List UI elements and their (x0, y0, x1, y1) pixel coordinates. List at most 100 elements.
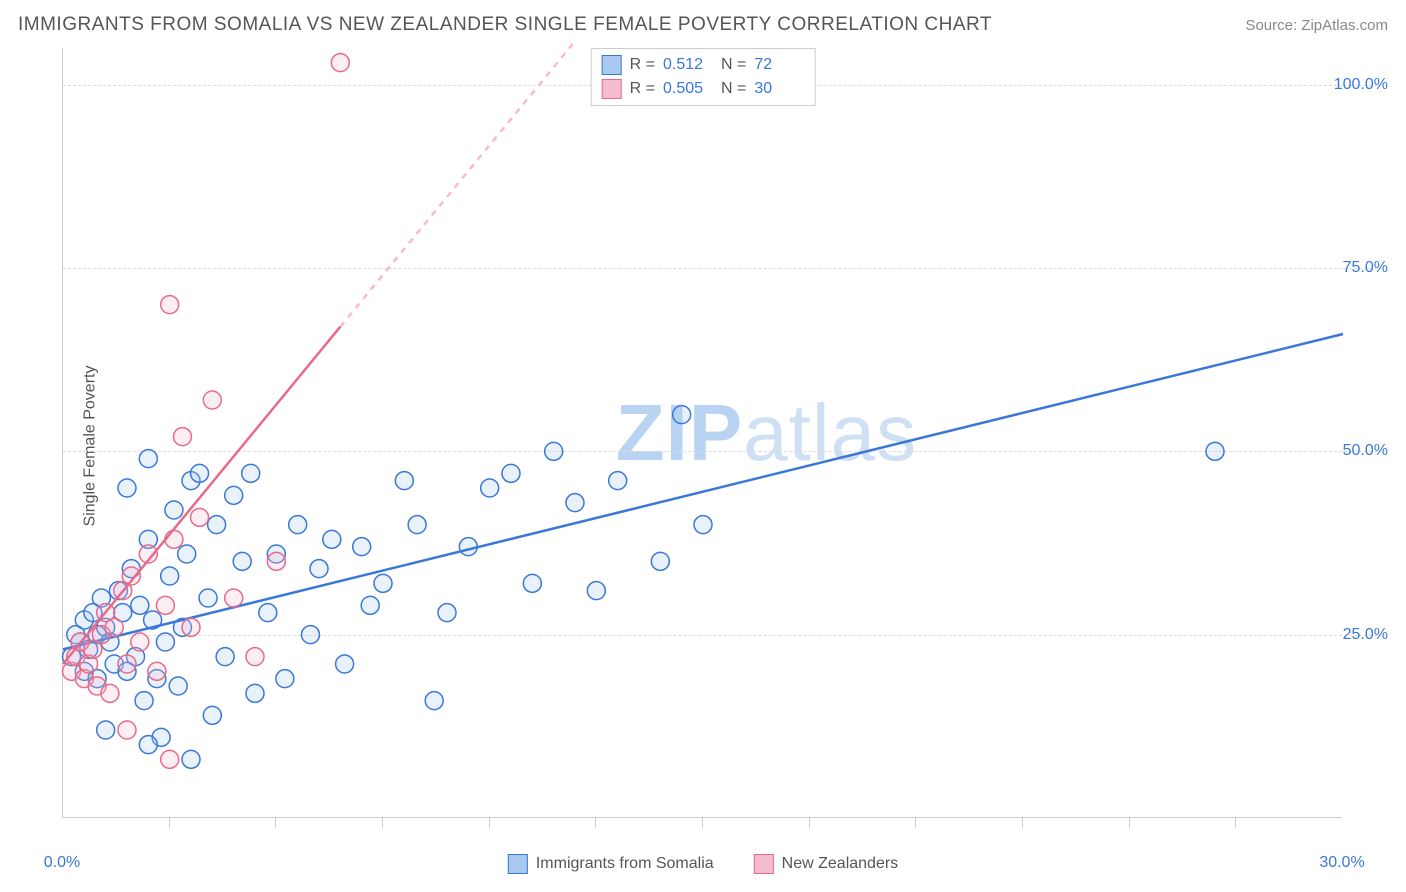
r-label: R = (630, 80, 655, 98)
series-legend: Immigrants from Somalia New Zealanders (508, 854, 898, 874)
n-label: N = (721, 80, 746, 98)
scatter-point (408, 516, 426, 534)
trend-line-dashed (340, 41, 575, 326)
series-legend-item: New Zealanders (754, 854, 899, 874)
scatter-point (259, 604, 277, 622)
title-bar: IMMIGRANTS FROM SOMALIA VS NEW ZEALANDER… (18, 14, 1388, 36)
scatter-point (165, 530, 183, 548)
scatter-point (216, 648, 234, 666)
legend-swatch (508, 854, 528, 874)
r-value: 0.505 (663, 80, 713, 98)
x-tick (1235, 818, 1236, 828)
scatter-point (587, 582, 605, 600)
scatter-point (131, 596, 149, 614)
source-label: Source: ZipAtlas.com (1245, 17, 1388, 34)
scatter-point (331, 54, 349, 72)
scatter-point (438, 604, 456, 622)
scatter-point (161, 567, 179, 585)
scatter-point (182, 750, 200, 768)
scatter-point (336, 655, 354, 673)
scatter-point (523, 574, 541, 592)
scatter-point (118, 655, 136, 673)
n-value: 30 (754, 80, 804, 98)
scatter-point (267, 552, 285, 570)
scatter-point (208, 516, 226, 534)
scatter-point (118, 721, 136, 739)
legend-row: R = 0.505 N = 30 (602, 77, 805, 101)
scatter-point (199, 589, 217, 607)
series-legend-item: Immigrants from Somalia (508, 854, 714, 874)
series-name: Immigrants from Somalia (536, 855, 714, 873)
legend-swatch (602, 55, 622, 75)
y-tick-label: 75.0% (1343, 259, 1388, 277)
scatter-point (481, 479, 499, 497)
x-tick (275, 818, 276, 828)
scatter-point (361, 596, 379, 614)
legend-swatch (602, 79, 622, 99)
scatter-point (161, 296, 179, 314)
scatter-point (191, 464, 209, 482)
x-tick-label: 0.0% (44, 854, 80, 872)
scatter-point (148, 662, 166, 680)
scatter-point (182, 618, 200, 636)
scatter-point (169, 677, 187, 695)
x-tick (489, 818, 490, 828)
scatter-point (323, 530, 341, 548)
scatter-point (139, 450, 157, 468)
x-tick (1129, 818, 1130, 828)
scatter-point (545, 442, 563, 460)
scatter-point (566, 494, 584, 512)
plot-area: ZIPatlas (62, 48, 1342, 818)
scatter-point (353, 538, 371, 556)
r-value: 0.512 (663, 56, 713, 74)
n-label: N = (721, 56, 746, 74)
scatter-point (203, 391, 221, 409)
scatter-point (425, 692, 443, 710)
x-tick (809, 818, 810, 828)
scatter-point (118, 479, 136, 497)
scatter-point (651, 552, 669, 570)
scatter-point (246, 648, 264, 666)
scatter-point (131, 633, 149, 651)
scatter-point (609, 472, 627, 490)
trend-line (63, 327, 340, 664)
y-tick-label: 25.0% (1343, 626, 1388, 644)
series-name: New Zealanders (782, 855, 899, 873)
scatter-point (97, 721, 115, 739)
scatter-point (173, 428, 191, 446)
chart-title: IMMIGRANTS FROM SOMALIA VS NEW ZEALANDER… (18, 14, 992, 36)
scatter-point (191, 508, 209, 526)
x-tick (915, 818, 916, 828)
legend-row: R = 0.512 N = 72 (602, 53, 805, 77)
correlation-legend: R = 0.512 N = 72 R = 0.505 N = 30 (591, 48, 816, 106)
x-tick (595, 818, 596, 828)
scatter-point (1206, 442, 1224, 460)
scatter-point (374, 574, 392, 592)
scatter-point (233, 552, 251, 570)
scatter-point (156, 633, 174, 651)
scatter-point (301, 626, 319, 644)
scatter-point (161, 750, 179, 768)
scatter-point (101, 684, 119, 702)
scatter-point (203, 706, 221, 724)
y-tick-label: 50.0% (1343, 442, 1388, 460)
scatter-point (694, 516, 712, 534)
scatter-point (225, 486, 243, 504)
scatter-point (502, 464, 520, 482)
scatter-point (139, 736, 157, 754)
scatter-point (395, 472, 413, 490)
scatter-point (225, 589, 243, 607)
r-label: R = (630, 56, 655, 74)
scatter-svg (63, 48, 1342, 817)
trend-line (63, 334, 1343, 649)
n-value: 72 (754, 56, 804, 74)
x-tick (169, 818, 170, 828)
scatter-point (178, 545, 196, 563)
scatter-point (242, 464, 260, 482)
x-tick-label: 30.0% (1319, 854, 1364, 872)
x-tick (1022, 818, 1023, 828)
x-tick (702, 818, 703, 828)
legend-swatch (754, 854, 774, 874)
scatter-point (276, 670, 294, 688)
scatter-point (156, 596, 174, 614)
